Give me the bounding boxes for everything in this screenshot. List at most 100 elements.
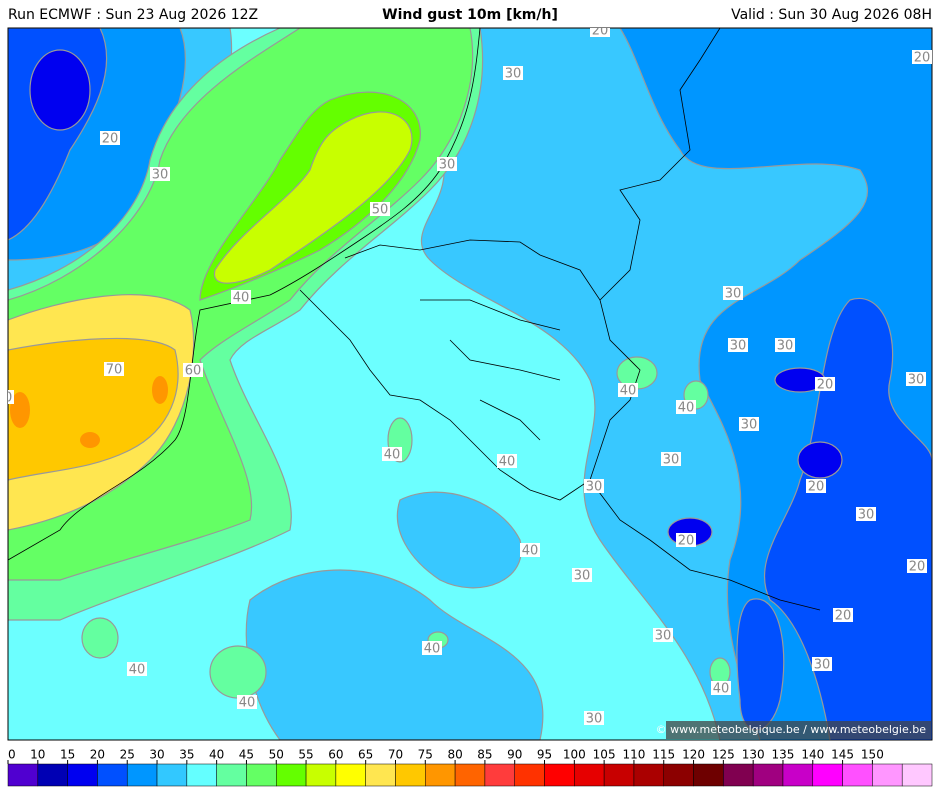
colorbar-swatch [603, 763, 635, 787]
colorbar-swatch [812, 763, 843, 787]
colorbar-tick-label: 75 [418, 748, 433, 762]
contour-label: 40 [713, 682, 730, 697]
contour-label: 30 [152, 168, 169, 183]
contour-label: 20 [102, 132, 119, 147]
colorbar-swatch [574, 763, 605, 787]
colorbar-tick-label: 110 [622, 748, 645, 762]
contour-label-box [183, 363, 203, 377]
colorbar-tick-label: 45 [239, 748, 254, 762]
colorbar-swatch [782, 763, 814, 787]
colorbar-swatch [633, 763, 664, 787]
contour-label-box [150, 167, 170, 181]
contour-label: 40 [233, 291, 250, 306]
contour-label-box [912, 50, 932, 64]
contour-label-box [775, 338, 795, 352]
contour-label-box [231, 290, 251, 304]
colorbar-tick-label: 105 [593, 748, 616, 762]
contour-label-box [739, 417, 759, 431]
contour-label: 30 [777, 339, 794, 354]
contour-label-box [237, 695, 257, 709]
contour-label: 30 [574, 569, 591, 584]
colorbar-swatch [514, 763, 545, 787]
contour-label-box [370, 202, 390, 216]
contour-label: 30 [858, 508, 875, 523]
credit: © www.meteobelgique.be / www.meteobelgie… [656, 723, 927, 736]
colorbar-swatch [693, 763, 724, 787]
contour-label: 40 [499, 455, 516, 470]
contour-label-box [833, 608, 853, 622]
contour-label: 30 [725, 287, 742, 302]
contour-label-box [497, 454, 517, 468]
contour-label-box [127, 662, 147, 676]
colorbar-swatch [276, 763, 307, 787]
contour-label: 30 [663, 453, 680, 468]
colorbar-swatch [723, 763, 754, 787]
contour-label-box [711, 681, 731, 695]
contour-label-box [382, 447, 402, 461]
colorbar-swatch [7, 763, 39, 787]
contour-label-box [618, 383, 638, 397]
colorbar-swatch [752, 763, 784, 787]
contour-label: 20 [835, 609, 852, 624]
contour-label-box [437, 157, 457, 171]
contour-label: 30 [586, 480, 603, 495]
colorbar-tick-label: 30 [149, 748, 164, 762]
contour-label: 20 [914, 51, 931, 66]
contour-label-box [520, 543, 540, 557]
colorbar-swatch [126, 763, 158, 787]
colorbar-tick-label: 15 [60, 748, 75, 762]
colorbar-tick-label: 60 [328, 748, 343, 762]
colorbar-tick-label: 130 [742, 748, 765, 762]
map-field [8, 28, 932, 740]
contour-label: 50 [372, 203, 389, 218]
contour-label-box [584, 479, 604, 493]
colorbar-swatch [186, 763, 217, 787]
contour-labels: 20 20 30 20 30 30 50 40 30 30 30 70 60 40 20 30 40 30 40 40… [0, 24, 932, 727]
colorbar-tick-label: 25 [120, 748, 135, 762]
contour-label-box [856, 507, 876, 521]
colorbar-tick-label: 10 [30, 748, 45, 762]
colorbar-tick-label: 90 [507, 748, 522, 762]
contour-label-box [676, 400, 696, 414]
contour-label: 70 [106, 363, 123, 378]
colorbar-swatch [156, 763, 188, 787]
colorbar-swatch [365, 763, 396, 787]
colorbar-tick-label: 150 [861, 748, 884, 762]
valid-info: Valid : Sun 30 Aug 2026 08H [731, 7, 932, 23]
colorbar-tick-label: 20 [90, 748, 105, 762]
colorbar-swatch [842, 763, 873, 787]
colorbar-swatch [305, 763, 337, 787]
contour-label: 20 [909, 560, 926, 575]
contour-label: 20 [817, 378, 834, 393]
colorbar-tick-label: 100 [563, 748, 586, 762]
colorbar-tick-label: 95 [537, 748, 552, 762]
colorbar-swatch [395, 763, 426, 787]
contour-label-box [907, 559, 927, 573]
contour-label: 20 [808, 480, 825, 495]
contour-label-box [8, 390, 14, 404]
contour-label-box [812, 657, 832, 671]
contour-label-box [503, 66, 523, 80]
contour-label: 20 [678, 534, 695, 549]
contour-label: 20 [592, 24, 609, 39]
contour-label: 40 [239, 696, 256, 711]
colorbar-swatch [67, 763, 98, 787]
contour-label-box [728, 338, 748, 352]
colorbar-tick-label: 65 [358, 748, 373, 762]
contour-label-box [723, 286, 743, 300]
contour-label-box [422, 641, 442, 655]
colorbar-tick-label: 40 [209, 748, 224, 762]
contour-label: 30 [741, 418, 758, 433]
contour-label-box [661, 452, 681, 466]
colorbar-tick-label: 35 [179, 748, 194, 762]
colorbar-swatch [872, 763, 903, 787]
colorbar-tick-label: 125 [712, 748, 735, 762]
colorbar-tick-label: 80 [447, 748, 462, 762]
colorbar-swatch [484, 763, 515, 787]
contour-label: 70 [0, 391, 12, 406]
map-frame [7, 27, 933, 741]
colorbar-tick-label: 115 [652, 748, 675, 762]
contour-label: 30 [908, 373, 925, 388]
colorbar-tick-label: 145 [831, 748, 854, 762]
contour-label: 30 [586, 712, 603, 727]
